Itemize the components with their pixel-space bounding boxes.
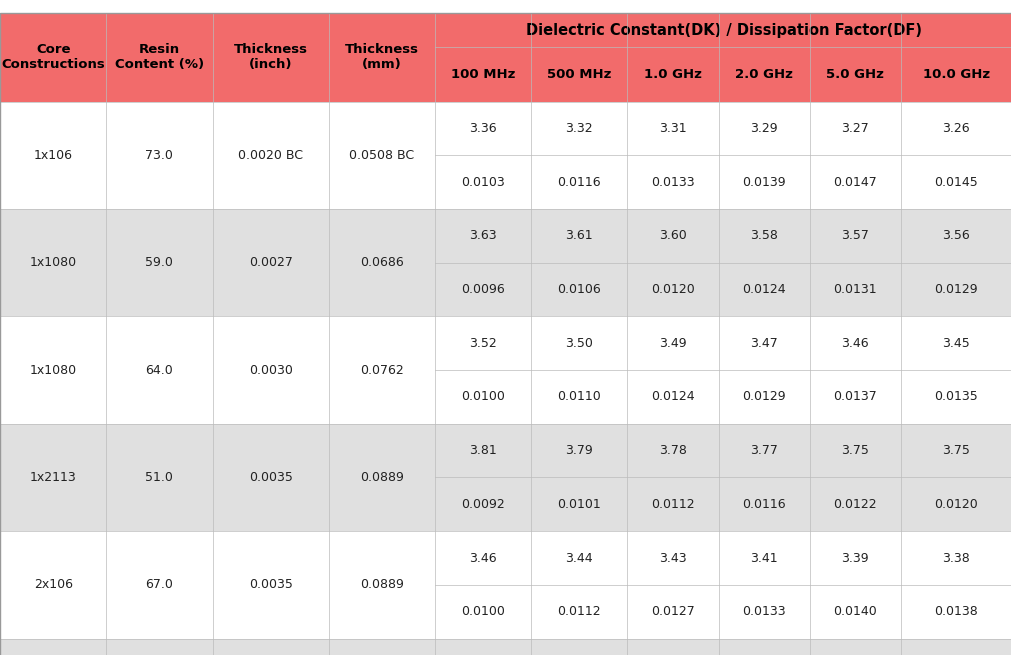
Text: 3.75: 3.75 bbox=[840, 444, 868, 457]
Text: 0.0889: 0.0889 bbox=[360, 578, 403, 591]
Text: 3.47: 3.47 bbox=[749, 337, 777, 350]
Text: 0.0030: 0.0030 bbox=[249, 364, 292, 377]
Text: 0.0129: 0.0129 bbox=[741, 390, 786, 403]
Text: 0.0762: 0.0762 bbox=[360, 364, 403, 377]
Text: 0.0508 BC: 0.0508 BC bbox=[349, 149, 415, 162]
Text: 0.0027: 0.0027 bbox=[249, 256, 292, 269]
Text: 0.0100: 0.0100 bbox=[461, 390, 504, 403]
Text: 59.0: 59.0 bbox=[146, 256, 173, 269]
Text: 3.50: 3.50 bbox=[565, 337, 592, 350]
Text: 0.0131: 0.0131 bbox=[832, 283, 877, 296]
Text: 3.49: 3.49 bbox=[658, 337, 686, 350]
Text: 0.0112: 0.0112 bbox=[650, 498, 695, 511]
Text: 3.32: 3.32 bbox=[565, 122, 592, 135]
Text: Core
Constructions: Core Constructions bbox=[1, 43, 105, 71]
Text: 0.0096: 0.0096 bbox=[461, 283, 504, 296]
Text: 3.27: 3.27 bbox=[840, 122, 868, 135]
Text: 0.0103: 0.0103 bbox=[461, 176, 504, 189]
Text: 0.0129: 0.0129 bbox=[933, 283, 978, 296]
Text: 0.0889: 0.0889 bbox=[360, 471, 403, 484]
FancyBboxPatch shape bbox=[0, 47, 1011, 102]
Text: 73.0: 73.0 bbox=[146, 149, 173, 162]
Text: 0.0122: 0.0122 bbox=[832, 498, 877, 511]
Text: 0.0106: 0.0106 bbox=[557, 283, 601, 296]
Text: 0.0124: 0.0124 bbox=[650, 390, 695, 403]
Text: 3.81: 3.81 bbox=[469, 444, 496, 457]
FancyBboxPatch shape bbox=[0, 316, 1011, 424]
Text: 0.0100: 0.0100 bbox=[461, 605, 504, 618]
FancyBboxPatch shape bbox=[0, 209, 1011, 316]
Text: 0.0020 BC: 0.0020 BC bbox=[238, 149, 303, 162]
Text: 0.0124: 0.0124 bbox=[741, 283, 786, 296]
Text: 0.0147: 0.0147 bbox=[832, 176, 877, 189]
Text: 0.0133: 0.0133 bbox=[741, 605, 786, 618]
Text: 0.0137: 0.0137 bbox=[832, 390, 877, 403]
Text: Dielectric Constant(DK) / Dissipation Factor(DF): Dielectric Constant(DK) / Dissipation Fa… bbox=[525, 23, 921, 37]
Text: Thickness
(inch): Thickness (inch) bbox=[234, 43, 307, 71]
Text: 0.0101: 0.0101 bbox=[557, 498, 601, 511]
Text: 0.0145: 0.0145 bbox=[933, 176, 978, 189]
Text: 3.26: 3.26 bbox=[941, 122, 970, 135]
Text: 0.0120: 0.0120 bbox=[650, 283, 695, 296]
Text: 2.0 GHz: 2.0 GHz bbox=[734, 68, 793, 81]
Text: 3.61: 3.61 bbox=[565, 229, 592, 242]
Text: 3.45: 3.45 bbox=[941, 337, 970, 350]
Text: 3.57: 3.57 bbox=[840, 229, 868, 242]
Text: 0.0135: 0.0135 bbox=[933, 390, 978, 403]
Text: 67.0: 67.0 bbox=[146, 578, 173, 591]
Text: 2x106: 2x106 bbox=[33, 578, 73, 591]
Text: 0.0092: 0.0092 bbox=[461, 498, 504, 511]
FancyBboxPatch shape bbox=[0, 424, 1011, 531]
Text: 0.0035: 0.0035 bbox=[249, 578, 292, 591]
FancyBboxPatch shape bbox=[0, 13, 1011, 47]
Text: 3.78: 3.78 bbox=[658, 444, 686, 457]
Text: 0.0035: 0.0035 bbox=[249, 471, 292, 484]
Text: 3.60: 3.60 bbox=[658, 229, 686, 242]
Text: 3.46: 3.46 bbox=[840, 337, 868, 350]
Text: 1x1080: 1x1080 bbox=[29, 364, 77, 377]
Text: 3.29: 3.29 bbox=[749, 122, 777, 135]
Text: 0.0140: 0.0140 bbox=[832, 605, 877, 618]
Text: 0.0133: 0.0133 bbox=[650, 176, 695, 189]
Text: 64.0: 64.0 bbox=[146, 364, 173, 377]
Text: Thickness
(mm): Thickness (mm) bbox=[345, 43, 419, 71]
Text: 3.75: 3.75 bbox=[941, 444, 970, 457]
Text: 3.52: 3.52 bbox=[469, 337, 496, 350]
Text: 3.77: 3.77 bbox=[749, 444, 777, 457]
Text: 1.0 GHz: 1.0 GHz bbox=[643, 68, 702, 81]
Text: 3.44: 3.44 bbox=[565, 552, 592, 565]
Text: 0.0686: 0.0686 bbox=[360, 256, 403, 269]
Text: 3.46: 3.46 bbox=[469, 552, 496, 565]
Text: 1x2113: 1x2113 bbox=[29, 471, 77, 484]
Text: 3.31: 3.31 bbox=[658, 122, 686, 135]
Text: 3.38: 3.38 bbox=[941, 552, 970, 565]
Text: 0.0127: 0.0127 bbox=[650, 605, 695, 618]
Text: 0.0112: 0.0112 bbox=[557, 605, 601, 618]
Text: 1x1080: 1x1080 bbox=[29, 256, 77, 269]
FancyBboxPatch shape bbox=[0, 639, 1011, 655]
FancyBboxPatch shape bbox=[0, 102, 1011, 209]
Text: 100 MHz: 100 MHz bbox=[451, 68, 515, 81]
Text: 3.56: 3.56 bbox=[941, 229, 970, 242]
Text: 3.58: 3.58 bbox=[749, 229, 777, 242]
Text: 0.0139: 0.0139 bbox=[741, 176, 786, 189]
Text: 3.39: 3.39 bbox=[840, 552, 868, 565]
Text: Resin
Content (%): Resin Content (%) bbox=[114, 43, 204, 71]
Text: 0.0110: 0.0110 bbox=[557, 390, 601, 403]
Text: 3.79: 3.79 bbox=[565, 444, 592, 457]
Text: 0.0138: 0.0138 bbox=[933, 605, 978, 618]
FancyBboxPatch shape bbox=[0, 531, 1011, 639]
Text: 3.41: 3.41 bbox=[749, 552, 777, 565]
Text: 0.0120: 0.0120 bbox=[933, 498, 978, 511]
Text: 500 MHz: 500 MHz bbox=[547, 68, 611, 81]
Text: 3.36: 3.36 bbox=[469, 122, 496, 135]
Text: 3.63: 3.63 bbox=[469, 229, 496, 242]
Text: 1x106: 1x106 bbox=[33, 149, 73, 162]
Text: 10.0 GHz: 10.0 GHz bbox=[922, 68, 989, 81]
Text: 0.0116: 0.0116 bbox=[557, 176, 601, 189]
Text: 3.43: 3.43 bbox=[658, 552, 686, 565]
Text: 5.0 GHz: 5.0 GHz bbox=[825, 68, 884, 81]
Text: 0.0116: 0.0116 bbox=[741, 498, 786, 511]
Text: 51.0: 51.0 bbox=[146, 471, 173, 484]
